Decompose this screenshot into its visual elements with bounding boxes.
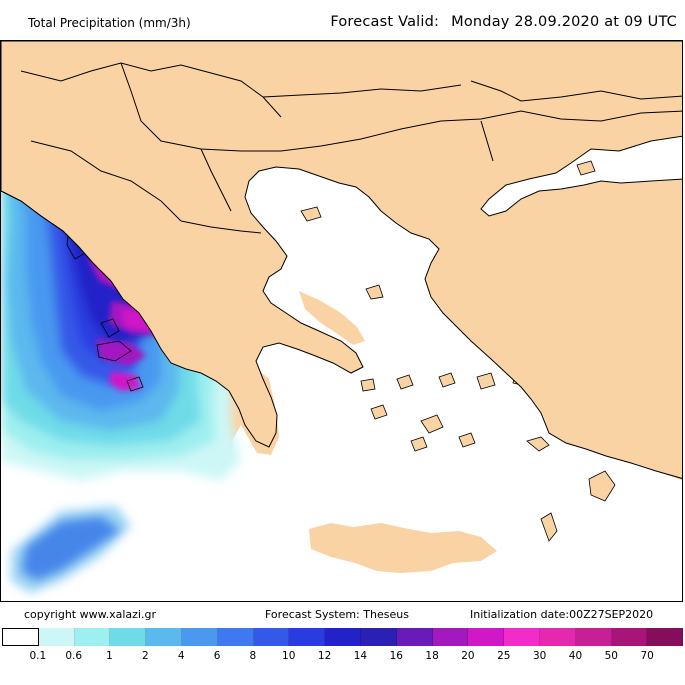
precipitation-map <box>0 40 683 602</box>
legend-swatch <box>468 628 505 646</box>
map-title: Total Precipitation (mm/3h) <box>28 16 191 30</box>
legend-swatch <box>181 628 218 646</box>
legend-swatch <box>146 628 182 646</box>
forecast-system-text: Forecast System: Theseus <box>265 608 409 621</box>
legend-tick-label: 4 <box>177 650 185 662</box>
legend-tick-label: 6 <box>213 650 221 662</box>
legend-tick-label: 8 <box>249 650 257 662</box>
legend-swatch <box>575 628 612 646</box>
forecast-valid-date: Monday 28.09.2020 at 09 UTC <box>451 14 677 30</box>
legend-tick-label: 16 <box>389 650 403 662</box>
legend-swatch <box>539 628 576 646</box>
legend-tick-label: 14 <box>353 650 368 662</box>
legend-tick-label: 12 <box>317 650 332 662</box>
legend-tick-label: 25 <box>497 650 511 662</box>
legend-tick-label: 0.1 <box>29 650 47 662</box>
legend-swatch <box>504 628 540 646</box>
color-legend <box>2 628 684 646</box>
legend-swatch <box>647 628 684 646</box>
legend-tick-label: 1 <box>106 650 113 662</box>
legend-swatch <box>74 628 111 646</box>
forecast-valid: Forecast Valid: Monday 28.09.2020 at 09 U… <box>330 14 677 30</box>
legend-tick-label: 50 <box>604 650 618 662</box>
legend-tick-label: 70 <box>640 650 654 662</box>
legend-swatch <box>253 628 290 646</box>
legend-swatch <box>2 628 39 646</box>
map-header: Total Precipitation (mm/3h) Forecast Val… <box>0 0 685 40</box>
legend-tick-label: 10 <box>282 650 296 662</box>
copyright-text: copyright www.xalazi.gr <box>24 608 156 621</box>
legend-swatch <box>432 628 469 646</box>
legend-swatch <box>110 628 147 646</box>
legend-swatch <box>360 628 397 646</box>
legend-swatch <box>217 628 254 646</box>
legend-swatch <box>611 628 648 646</box>
legend-swatch <box>396 628 433 646</box>
legend-swatch <box>38 628 75 646</box>
map-canvas <box>1 41 682 593</box>
country-borders <box>1 41 682 480</box>
legend-tick-label: 18 <box>425 650 439 662</box>
legend-swatch <box>289 628 326 646</box>
legend-swatch <box>325 628 361 646</box>
forecast-valid-label: Forecast Valid: <box>330 14 440 30</box>
map-footer: copyright www.xalazi.gr Forecast System:… <box>0 604 685 626</box>
legend-tick-label: 0.6 <box>65 650 83 662</box>
legend-tick-label: 30 <box>532 650 547 662</box>
land-crete <box>309 523 497 573</box>
legend-tick-label: 2 <box>142 650 149 662</box>
land-euboea <box>299 291 365 345</box>
legend-ticks: 0.1 0.6 1 2 4 6 8 10 12 14 16 18 20 25 30 40 50 70 <box>2 650 683 670</box>
legend-tick-label: 20 <box>461 650 475 662</box>
initialization-date-text: Initialization date:00Z27SEP2020 <box>470 608 654 621</box>
legend-tick-label: 40 <box>568 650 583 662</box>
